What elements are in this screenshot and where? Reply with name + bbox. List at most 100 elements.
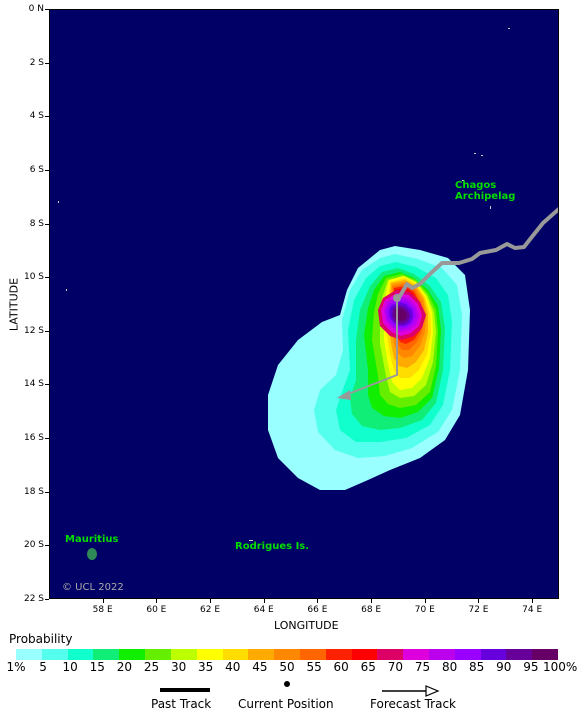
scale-color-swatch <box>506 649 533 660</box>
current-position-symbol <box>284 681 290 687</box>
scale-color-swatch <box>145 649 171 660</box>
latitude-tick <box>45 599 49 600</box>
latitude-tick <box>45 169 49 171</box>
longitude-tick <box>156 599 158 603</box>
island-north <box>508 28 510 29</box>
scale-color-swatch <box>274 649 300 660</box>
current-position-label: Current Position <box>238 697 334 711</box>
latitude-tick <box>45 116 49 118</box>
scale-label: 55 <box>306 660 322 674</box>
latitude-tick <box>45 438 49 440</box>
scale-color-swatch <box>532 649 559 660</box>
scale-label: 90 <box>496 660 512 674</box>
scale-label: 5 <box>39 660 47 674</box>
scale-color-swatch <box>67 649 94 660</box>
chagos-island-3 <box>462 180 464 181</box>
ocean-background <box>50 10 558 598</box>
map-panel: Chagos Archipelag Mauritius Rodrigues Is… <box>49 9 559 599</box>
scale-color-swatch <box>325 649 352 660</box>
scale-label: 20 <box>116 660 133 674</box>
longitude-tick <box>210 599 212 603</box>
place-label-rodrigues: Rodrigues Is. <box>235 541 310 552</box>
probability-legend-title: Probability <box>9 632 73 646</box>
scale-color-swatch <box>480 649 507 660</box>
place-label-mauritius: Mauritius <box>65 534 119 545</box>
longitude-tick <box>317 599 319 603</box>
latitude-tick-label: 8 S <box>29 218 44 229</box>
chagos-island-2 <box>481 155 483 156</box>
latitude-tick-label: 6 S <box>29 164 44 175</box>
scale-label: 25 <box>143 660 160 674</box>
latitude-tick-label: 22 S <box>23 594 44 604</box>
scale-color-swatch <box>119 649 146 660</box>
scale-color-swatch <box>16 649 42 660</box>
scale-color-swatch <box>429 649 455 660</box>
mauritius-island <box>87 548 97 560</box>
latitude-tick <box>45 384 49 386</box>
chagos-island-1 <box>474 153 476 154</box>
scale-color-swatch <box>351 649 378 660</box>
past-track-symbol <box>160 688 210 692</box>
scale-label: 35 <box>198 660 214 674</box>
longitude-tick <box>371 599 373 603</box>
longitude-tick <box>102 599 104 603</box>
latitude-tick-label: 4 S <box>29 111 44 122</box>
longitude-tick-label: 64 E <box>253 605 274 615</box>
scale-label: 95 <box>523 660 539 674</box>
longitude-tick-label: 66 E <box>307 605 328 615</box>
copyright-label: © UCL 2022 <box>62 582 124 593</box>
latitude-tick-label: 14 S <box>23 379 44 390</box>
longitude-tick-label: 58 E <box>92 605 113 615</box>
longitude-tick <box>478 599 480 603</box>
scale-label: 40 <box>225 660 241 674</box>
longitude-tick-label: 68 E <box>361 605 382 615</box>
scale-label: 45 <box>252 660 268 674</box>
scale-color-swatch <box>222 649 249 660</box>
latitude-tick <box>45 330 49 332</box>
probability-color-scale <box>16 649 559 660</box>
latitude-tick-label: 10 S <box>23 272 44 283</box>
latitude-tick-label: 18 S <box>23 486 44 497</box>
island-west-2 <box>66 289 67 291</box>
latitude-tick-label: 20 S <box>23 540 44 551</box>
longitude-tick-label: 70 E <box>414 605 435 615</box>
latitude-tick <box>45 223 49 225</box>
scale-color-swatch <box>196 649 223 660</box>
scale-color-swatch <box>41 649 68 660</box>
scale-color-swatch <box>403 649 429 660</box>
longitude-tick-label: 72 E <box>468 605 489 615</box>
latitude-tick <box>45 545 49 547</box>
scale-label: 100% <box>543 660 578 674</box>
longitude-axis-title: LONGITUDE <box>274 619 339 632</box>
scale-label: 60 <box>333 660 349 674</box>
scale-color-swatch <box>454 649 481 660</box>
scale-label: 75 <box>414 660 431 674</box>
probability-map <box>50 10 558 598</box>
scale-color-swatch <box>377 649 404 660</box>
latitude-tick <box>45 62 49 64</box>
forecast-track-line <box>342 298 398 397</box>
scale-label: 85 <box>469 660 485 674</box>
longitude-tick <box>424 599 426 603</box>
past-track-label: Past Track <box>151 697 212 711</box>
latitude-tick <box>45 491 49 493</box>
latitude-tick-label: 0 N <box>28 4 44 14</box>
scale-color-swatch <box>170 649 197 660</box>
scale-label: 70 <box>387 660 404 674</box>
scale-label: 30 <box>170 660 187 674</box>
scale-label: 15 <box>89 660 105 674</box>
scale-label: 1% <box>6 660 26 674</box>
island-west-1 <box>58 201 59 203</box>
longitude-tick <box>532 599 534 603</box>
forecast-track-label: Forecast Track <box>370 697 456 711</box>
longitude-tick <box>263 599 265 603</box>
scale-color-swatch <box>299 649 326 660</box>
longitude-tick-label: 60 E <box>146 605 167 615</box>
latitude-tick <box>45 277 49 279</box>
scale-label: 80 <box>441 660 458 674</box>
latitude-axis-title: LATITUDE <box>7 277 21 332</box>
landmasses <box>58 28 510 560</box>
scale-color-swatch <box>93 649 120 660</box>
scale-label: 10 <box>62 660 78 674</box>
latitude-tick <box>45 9 49 10</box>
